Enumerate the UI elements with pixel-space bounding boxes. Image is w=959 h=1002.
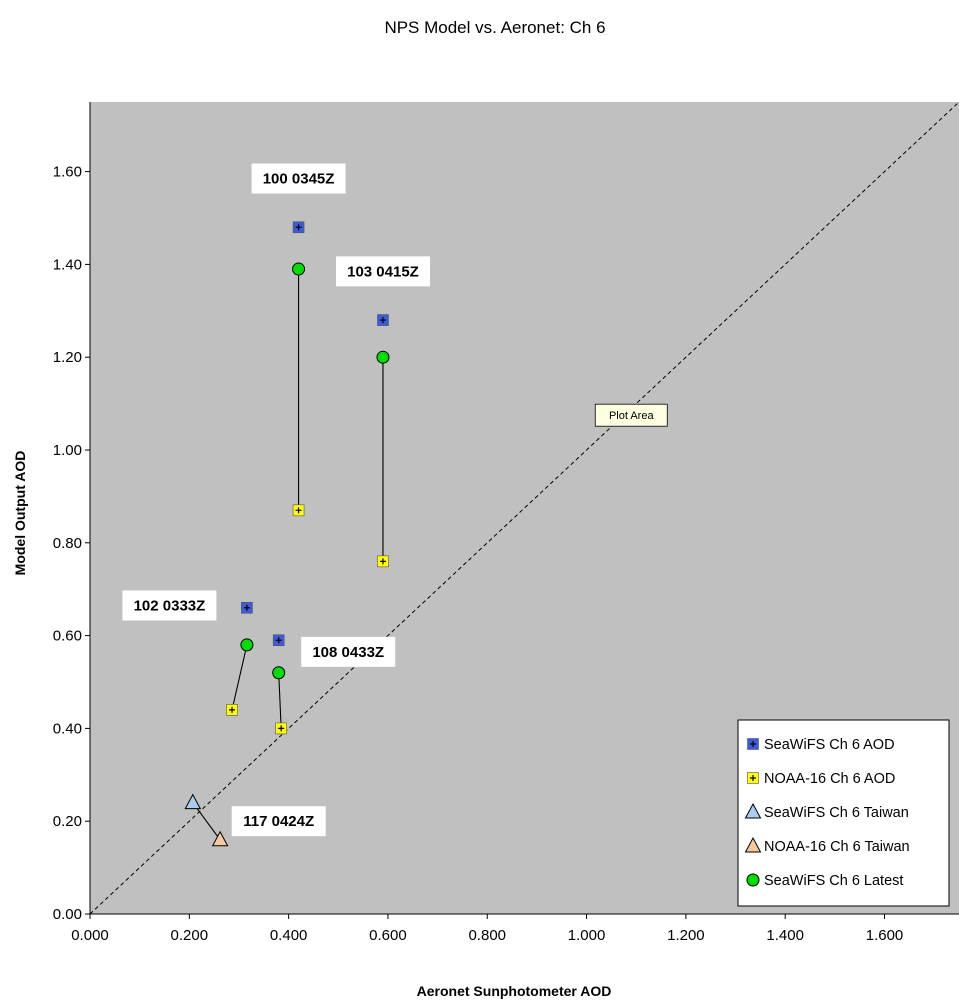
x-tick-label-8: 1.600 <box>866 927 904 944</box>
legend-entry-2: SeaWiFS Ch 6 Taiwan <box>744 802 909 821</box>
legend-marker-4 <box>746 873 760 887</box>
data-point-s0-1 <box>377 314 389 326</box>
legend-label-2: SeaWiFS Ch 6 Taiwan <box>764 805 909 821</box>
data-point-s1-3 <box>275 722 287 735</box>
annotation-label-4: 117 0424Z <box>243 813 314 830</box>
data-point-s2-0 <box>184 793 202 810</box>
data-point-s4-0 <box>292 262 306 276</box>
legend-label-3: NOAA-16 Ch 6 Taiwan <box>764 839 910 855</box>
y-tick-label-6: 1.20 <box>53 349 82 366</box>
x-tick-label-0: 0.000 <box>71 927 109 944</box>
annotation-label-0: 100 0345Z <box>263 171 335 188</box>
y-tick-label-5: 1.00 <box>53 442 82 459</box>
data-point-s1-2 <box>226 704 238 716</box>
series-2 <box>184 793 202 810</box>
annotation-box-3 <box>301 636 396 667</box>
legend-label-0: SeaWiFS Ch 6 AOD <box>764 737 895 753</box>
annotation-label-3: 108 0433Z <box>312 644 384 661</box>
y-tick-label-7: 1.40 <box>53 256 82 273</box>
data-point-s0-2 <box>241 601 253 614</box>
annotation-box-4 <box>231 806 326 837</box>
annotation-box-1 <box>335 256 430 287</box>
data-point-s4-1 <box>376 350 390 364</box>
legend-box <box>737 719 950 907</box>
legend-entry-3: NOAA-16 Ch 6 Taiwan <box>744 836 910 855</box>
plot-area-tooltip: Plot Area <box>594 403 668 427</box>
legend-label-1: NOAA-16 Ch 6 AOD <box>764 771 895 787</box>
chart-title: NPS Model vs. Aeronet: Ch 6 <box>384 18 605 37</box>
connector-layer <box>192 269 384 841</box>
legend-entry-0: SeaWiFS Ch 6 AOD <box>747 737 895 753</box>
annotation-label-2: 102 0333Z <box>134 597 206 614</box>
series-3 <box>211 830 229 847</box>
data-point-s3-0 <box>211 830 229 847</box>
y-tick-label-2: 0.40 <box>53 720 82 737</box>
x-tick-label-2: 0.400 <box>270 927 308 944</box>
annotation-layer: 100 0345Z 103 0415Z 102 0333Z 108 0433Z 117 … <box>122 163 430 837</box>
one-to-one-reference-line <box>89 101 959 915</box>
data-point-s0-0 <box>292 221 305 234</box>
x-tick-label-7: 1.400 <box>766 927 804 944</box>
annotation-3: 108 0433Z <box>301 636 396 667</box>
series-4 <box>240 262 390 680</box>
y-tick-label-4: 0.80 <box>53 535 82 552</box>
tooltip-box <box>594 403 668 427</box>
connector-line-3 <box>278 672 282 729</box>
annotation-label-1: 103 0415Z <box>347 263 419 280</box>
data-point-s1-1 <box>377 555 389 568</box>
x-tick-label-5: 1.000 <box>568 927 606 944</box>
x-tick-label-4: 0.800 <box>468 927 506 944</box>
series-layer <box>184 221 390 847</box>
y-tick-label-1: 0.20 <box>53 813 82 830</box>
data-point-s0-3 <box>272 634 285 647</box>
data-point-s4-3 <box>272 666 286 680</box>
legend-marker-0 <box>747 738 759 750</box>
legend-entry-1: NOAA-16 Ch 6 AOD <box>747 771 895 787</box>
axis-layer: 0.00 0.20 0.40 0.60 0.80 1.00 1.20 1.40 1.60 0.00… <box>53 102 959 944</box>
y-tick-label-8: 1.60 <box>53 164 82 181</box>
legend-marker-1 <box>747 772 759 784</box>
legend-marker-2 <box>744 802 762 819</box>
legend-label-4: SeaWiFS Ch 6 Latest <box>764 873 903 889</box>
x-tick-label-3: 0.600 <box>369 927 407 944</box>
data-point-s1-0 <box>292 504 305 517</box>
y-tick-label-3: 0.60 <box>53 628 82 645</box>
series-0 <box>241 221 389 647</box>
tooltip-label: Plot Area <box>609 410 655 422</box>
x-tick-label-6: 1.200 <box>667 927 705 944</box>
series-1 <box>226 504 389 735</box>
legend: SeaWiFS Ch 6 AOD NOAA-16 Ch 6 AOD SeaWiFS … <box>737 719 950 907</box>
legend-entry-4: SeaWiFS Ch 6 Latest <box>746 873 903 889</box>
annotation-2: 102 0333Z <box>122 590 217 621</box>
connector-line-2 <box>231 644 248 710</box>
y-tick-label-0: 0.00 <box>53 906 82 923</box>
data-point-s4-2 <box>240 638 254 652</box>
annotation-box-0 <box>251 163 346 194</box>
annotation-1: 103 0415Z <box>335 256 430 287</box>
legend-marker-3 <box>744 836 762 853</box>
x-tick-label-1: 0.200 <box>171 927 209 944</box>
y-axis-label: Model Output AOD <box>12 451 28 576</box>
annotation-box-2 <box>122 590 217 621</box>
x-axis-label: Aeronet Sunphotometer AOD <box>417 983 612 999</box>
tooltip-layer: Plot Area <box>594 403 668 427</box>
annotation-0: 100 0345Z <box>251 163 346 194</box>
annotation-4: 117 0424Z <box>231 806 326 837</box>
reference-line-layer <box>89 101 959 915</box>
